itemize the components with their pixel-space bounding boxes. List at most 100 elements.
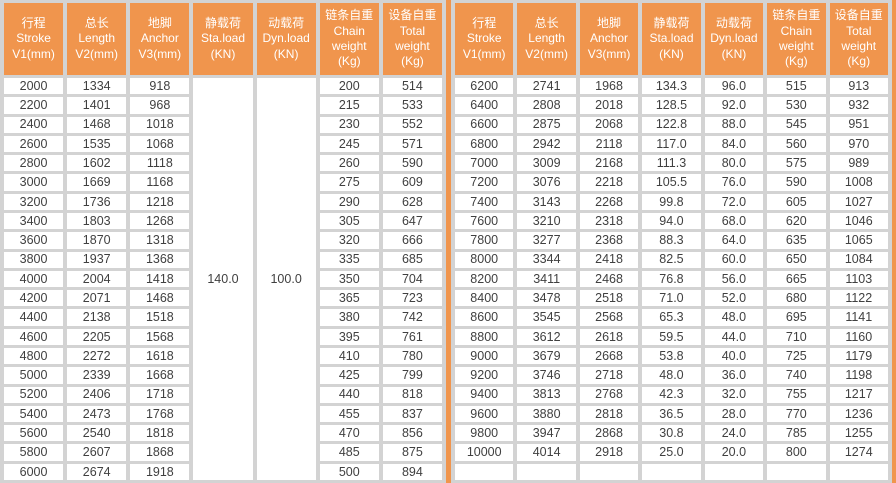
table-row xyxy=(455,463,888,480)
cell-stroke: 5600 xyxy=(4,425,64,442)
cell-stroke: 6600 xyxy=(455,116,514,133)
cell-total-weight: 894 xyxy=(382,463,442,480)
cell-chain-weight: 335 xyxy=(319,251,379,268)
header-sta-load: 静载荷 Sta.load (KN) xyxy=(193,3,253,75)
cell-stroke: 8800 xyxy=(455,328,514,345)
cell-chain-weight: 725 xyxy=(767,347,826,365)
table-row: 4200 2071 1468 365 723 xyxy=(4,290,442,307)
cell-dyn-load: 84.0 xyxy=(704,135,764,153)
cell-stroke: 4800 xyxy=(4,347,64,365)
cell-total-weight: 666 xyxy=(382,232,442,249)
cell-length: 3947 xyxy=(517,425,576,442)
table-row: 5000 2339 1668 425 799 xyxy=(4,367,442,384)
cell-sta-load: 94.0 xyxy=(642,212,701,230)
cell-length: 2272 xyxy=(67,347,127,365)
cell-sta-load: 99.8 xyxy=(642,193,701,210)
cell-length: 2473 xyxy=(67,405,127,423)
cell-stroke: 9400 xyxy=(455,386,514,403)
cell-length: 2004 xyxy=(67,270,127,288)
cell-stroke: 3800 xyxy=(4,251,64,268)
cell-stroke: 6200 xyxy=(455,78,514,95)
cell-stroke: 4600 xyxy=(4,328,64,345)
cell-total-weight: 552 xyxy=(382,116,442,133)
cell-anchor: 1118 xyxy=(130,155,190,172)
table-row: 2200 1401 968 215 533 xyxy=(4,97,442,114)
right-tbody: 6200 2741 1968 134.3 96.0 515 913 6400 2808 2018 1… xyxy=(455,78,888,480)
table-row: 8000 3344 2418 82.5 60.0 650 1084 xyxy=(455,251,888,268)
cell-length: 2808 xyxy=(517,97,576,114)
table-row: 4000 2004 1418 350 704 xyxy=(4,270,442,288)
cell-sta-load: 30.8 xyxy=(642,425,701,442)
cell-chain-weight: 365 xyxy=(319,290,379,307)
right-table-header: 行程 Stroke V1(mm) 总长 Length V2(mm) 地脚 Anc… xyxy=(455,3,888,75)
cell-chain-weight: 350 xyxy=(319,270,379,288)
cell-length: 3009 xyxy=(517,155,576,172)
cell-length: 1535 xyxy=(67,135,127,153)
header-length: 总长 Length V2(mm) xyxy=(517,3,576,75)
cell-sta-load: 65.3 xyxy=(642,309,701,326)
header-stroke: 行程 Stroke V1(mm) xyxy=(4,3,64,75)
cell-total-weight: 799 xyxy=(382,367,442,384)
cell-stroke: 5000 xyxy=(4,367,64,384)
cell-stroke: 3000 xyxy=(4,174,64,191)
cell-chain-weight: 455 xyxy=(319,405,379,423)
table-row: 8600 3545 2568 65.3 48.0 695 1141 xyxy=(455,309,888,326)
cell-total-weight: 514 xyxy=(382,78,442,95)
cell-dyn-load xyxy=(704,463,764,480)
cell-sta-load: 134.3 xyxy=(642,78,701,95)
cell-dyn-load: 36.0 xyxy=(704,367,764,384)
cell-anchor: 1418 xyxy=(130,270,190,288)
cell-length: 1736 xyxy=(67,193,127,210)
cell-anchor: 2718 xyxy=(579,367,639,384)
cell-total-weight: 1255 xyxy=(829,425,888,442)
table-row: 9000 3679 2668 53.8 40.0 725 1179 xyxy=(455,347,888,365)
cell-anchor: 2218 xyxy=(579,174,639,191)
cell-anchor: 2468 xyxy=(579,270,639,288)
cell-length: 2406 xyxy=(67,386,127,403)
cell-chain-weight: 710 xyxy=(767,328,826,345)
header-dyn-load: 动载荷 Dyn.load (KN) xyxy=(256,3,316,75)
cell-dyn-load: 64.0 xyxy=(704,232,764,249)
cell-chain-weight: 410 xyxy=(319,347,379,365)
cell-chain-weight: 485 xyxy=(319,444,379,461)
cell-total-weight: 1065 xyxy=(829,232,888,249)
header-length: 总长 Length V2(mm) xyxy=(67,3,127,75)
table-row: 7800 3277 2368 88.3 64.0 635 1065 xyxy=(455,232,888,249)
table-row: 4400 2138 1518 380 742 xyxy=(4,309,442,326)
header-chain-weight: 链条自重 Chain weight (Kg) xyxy=(319,3,379,75)
cell-stroke: 2600 xyxy=(4,135,64,153)
cell-length: 3746 xyxy=(517,367,576,384)
cell-length: 3076 xyxy=(517,174,576,191)
cell-chain-weight: 740 xyxy=(767,367,826,384)
spec-table-left: 行程 Stroke V1(mm) 总长 Length V2(mm) 地脚 Anc… xyxy=(0,0,446,483)
cell-chain-weight: 290 xyxy=(319,193,379,210)
cell-chain-weight: 560 xyxy=(767,135,826,153)
cell-chain-weight: 230 xyxy=(319,116,379,133)
cell-length: 2674 xyxy=(67,463,127,480)
cell-chain-weight: 470 xyxy=(319,425,379,442)
cell-anchor: 1368 xyxy=(130,251,190,268)
cell-total-weight: 856 xyxy=(382,425,442,442)
cell-chain-weight: 545 xyxy=(767,116,826,133)
cell-anchor xyxy=(579,463,639,480)
cell-dyn-load: 48.0 xyxy=(704,309,764,326)
cell-length: 2942 xyxy=(517,135,576,153)
table-row: 2000 1334 918 140.0 100.0 200 514 xyxy=(4,78,442,480)
cell-dyn-load: 24.0 xyxy=(704,425,764,442)
cell-chain-weight: 260 xyxy=(319,155,379,172)
table-row: 2600 1535 1068 245 571 xyxy=(4,135,442,153)
cell-stroke: 9800 xyxy=(455,425,514,442)
cell-sta-load xyxy=(642,463,701,480)
cell-stroke: 5400 xyxy=(4,405,64,423)
cell-length: 1401 xyxy=(67,97,127,114)
cell-stroke: 9200 xyxy=(455,367,514,384)
cell-anchor: 1868 xyxy=(130,444,190,461)
left-table-header: 行程 Stroke V1(mm) 总长 Length V2(mm) 地脚 Anc… xyxy=(4,3,442,75)
cell-total-weight: 1236 xyxy=(829,405,888,423)
cell-total-weight: 1160 xyxy=(829,328,888,345)
table-row: 5200 2406 1718 440 818 xyxy=(4,386,442,403)
cell-anchor: 1518 xyxy=(130,309,190,326)
left-tbody: 2000 1334 918 140.0 100.0 200 514 2200 1401 968 21… xyxy=(4,78,442,480)
cell-anchor: 1468 xyxy=(130,290,190,307)
table-row: 7000 3009 2168 111.3 80.0 575 989 xyxy=(455,155,888,172)
